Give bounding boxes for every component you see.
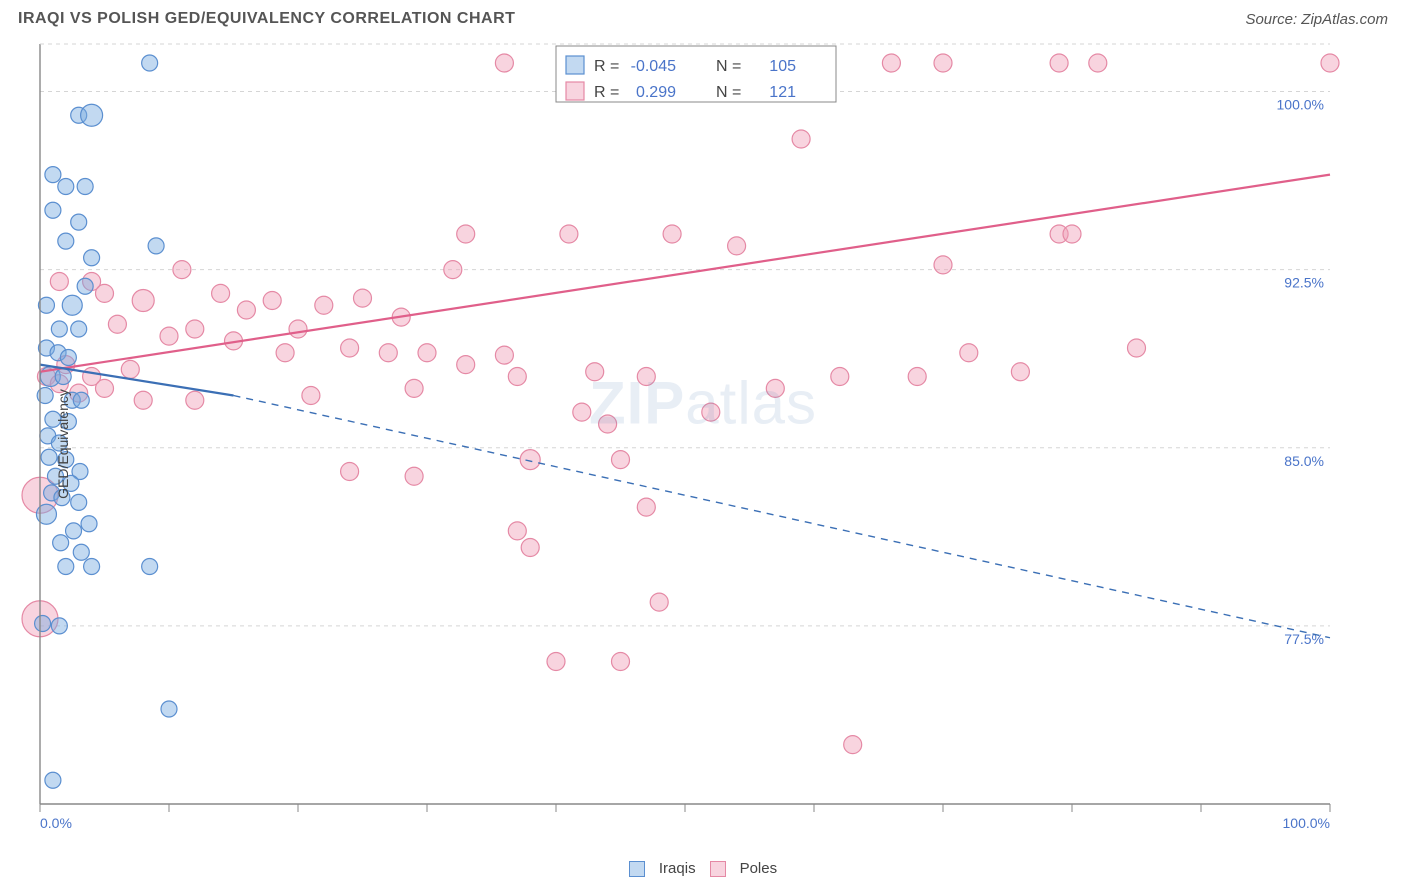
legend-label-poles: Poles bbox=[740, 860, 778, 877]
svg-text:105: 105 bbox=[769, 58, 796, 75]
svg-text:N =: N = bbox=[716, 84, 741, 101]
svg-text:85.0%: 85.0% bbox=[1284, 453, 1324, 469]
bottom-legend: Iraqis Poles bbox=[0, 854, 1406, 877]
y-axis-label: GED/Equivalency bbox=[55, 389, 71, 499]
svg-text:0.299: 0.299 bbox=[636, 84, 676, 101]
legend-label-iraqis: Iraqis bbox=[659, 860, 696, 877]
chart-area: GED/Equivalency ZIPatlas 77.5%85.0%92.5%… bbox=[0, 34, 1406, 854]
svg-text:77.5%: 77.5% bbox=[1284, 631, 1324, 647]
svg-text:92.5%: 92.5% bbox=[1284, 275, 1324, 291]
svg-text:N =: N = bbox=[716, 58, 741, 75]
legend-swatch-poles bbox=[710, 861, 726, 877]
svg-text:R =: R = bbox=[594, 84, 619, 101]
svg-text:100.0%: 100.0% bbox=[1283, 815, 1330, 831]
svg-text:121: 121 bbox=[769, 84, 796, 101]
svg-text:-0.045: -0.045 bbox=[631, 58, 676, 75]
svg-text:0.0%: 0.0% bbox=[40, 815, 72, 831]
source-label: Source: ZipAtlas.com bbox=[1245, 11, 1388, 28]
scatter-chart: 77.5% 85.0% 92.5% 100.0% 0.0% 100.0% R = -0.045… bbox=[0, 34, 1380, 846]
svg-text:100.0%: 100.0% bbox=[1277, 97, 1324, 113]
chart-title: IRAQI VS POLISH GED/EQUIVALENCY CORRELAT… bbox=[18, 10, 515, 28]
legend-swatch-iraqis bbox=[629, 861, 645, 877]
svg-text:R =: R = bbox=[594, 58, 619, 75]
